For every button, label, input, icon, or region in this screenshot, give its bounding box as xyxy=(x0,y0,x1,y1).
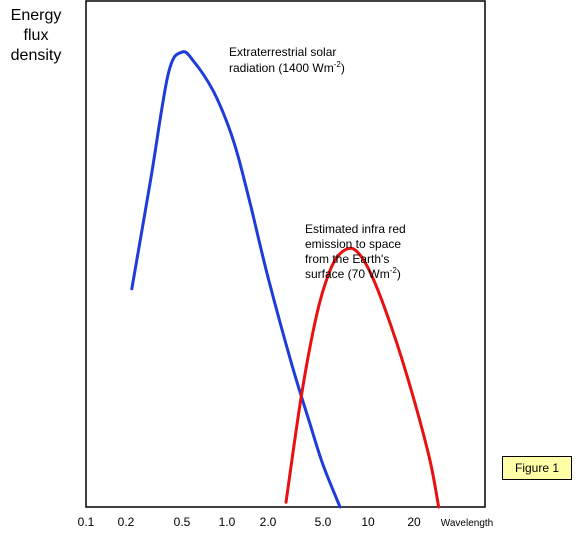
x-tick-label: 2.0 xyxy=(260,515,277,529)
x-tick-label: 0.1 xyxy=(78,515,95,529)
series-layer xyxy=(130,50,441,509)
x-tick-label: 5.0 xyxy=(315,515,332,529)
infrared-annotation: Estimated infra red emission to space from… xyxy=(305,222,406,281)
x-tick-label: 1.0 xyxy=(219,515,236,529)
solar-radiation-line xyxy=(130,50,342,509)
annotation-layer: Extraterrestrial solar radiation (1400 Wm… xyxy=(229,45,406,281)
solar-annotation: Extraterrestrial solar radiation (1400 Wm… xyxy=(229,45,345,75)
infrared-emission-line xyxy=(284,246,441,509)
x-tick-label: 10 xyxy=(361,515,375,529)
x-tick-label: 0.5 xyxy=(174,515,191,529)
x-tick-label: 0.2 xyxy=(118,515,135,529)
x-axis-label: Wavelength xyxy=(441,518,493,529)
tick-layer: 0.1 0.2 0.5 1.0 2.0 5.0 10 20 Wavelength xyxy=(78,515,494,529)
x-tick-label: 20 xyxy=(407,515,421,529)
y-axis-label: Energy flux density xyxy=(10,7,62,64)
plot-frame xyxy=(85,0,486,508)
figure-badge: Figure 1 xyxy=(502,456,572,480)
